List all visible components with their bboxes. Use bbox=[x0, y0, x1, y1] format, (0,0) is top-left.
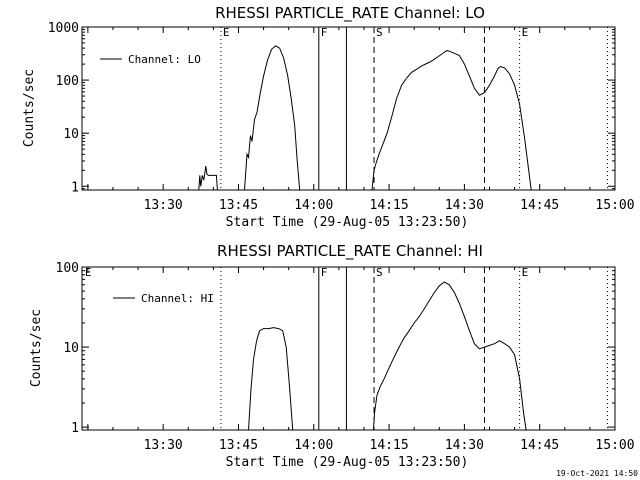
x-tick-label: 14:00 bbox=[294, 438, 333, 453]
x-tick-label: 13:30 bbox=[144, 198, 183, 213]
x-tick-label: 13:30 bbox=[144, 438, 183, 453]
x-tick-label: 15:00 bbox=[595, 198, 634, 213]
event-marker-label: E bbox=[85, 266, 92, 279]
event-marker-label: F bbox=[321, 266, 328, 279]
y-tick-label: 1000 bbox=[48, 21, 79, 36]
x-tick-label: 14:00 bbox=[294, 198, 333, 213]
x-tick-label: 13:45 bbox=[219, 438, 258, 453]
series-line bbox=[248, 327, 294, 431]
x-axis-label: Start Time (29-Aug-05 13:23:50) bbox=[226, 455, 469, 470]
plot-frame bbox=[81, 266, 616, 431]
y-axis-label: Counts/sec bbox=[29, 309, 44, 387]
series-line bbox=[371, 50, 532, 191]
event-marker-label: F bbox=[321, 26, 328, 39]
x-tick-label: 14:15 bbox=[370, 438, 409, 453]
x-tick-label: 13:45 bbox=[219, 198, 258, 213]
x-tick-label: 14:30 bbox=[445, 438, 484, 453]
legend-label: Channel: HI bbox=[141, 292, 214, 305]
chart-title: RHESSI PARTICLE_RATE Channel: HI bbox=[217, 242, 483, 261]
event-marker-label: S bbox=[376, 266, 383, 279]
y-tick-label: 1 bbox=[71, 421, 79, 436]
event-marker-label: E bbox=[522, 26, 529, 39]
series-line bbox=[244, 45, 301, 191]
series-line bbox=[198, 166, 218, 191]
x-tick-label: 15:00 bbox=[595, 438, 634, 453]
y-tick-label: 100 bbox=[56, 74, 79, 89]
chart-panel-hi: RHESSI PARTICLE_RATE Channel: HI Start T… bbox=[29, 242, 635, 470]
event-marker-label: E bbox=[522, 266, 529, 279]
x-tick-label: 14:15 bbox=[370, 198, 409, 213]
footer-timestamp: 19-Oct-2021 14:50 bbox=[556, 469, 638, 478]
x-tick-label: 14:45 bbox=[520, 438, 559, 453]
y-tick-label: 10 bbox=[63, 341, 79, 356]
x-axis-label: Start Time (29-Aug-05 13:23:50) bbox=[226, 215, 469, 230]
y-axis-label: Counts/sec bbox=[22, 69, 37, 147]
x-tick-label: 14:30 bbox=[445, 198, 484, 213]
series-line bbox=[373, 281, 527, 431]
chart-title: RHESSI PARTICLE_RATE Channel: LO bbox=[215, 4, 485, 23]
plot-frame bbox=[81, 26, 616, 191]
y-tick-label: 10 bbox=[63, 127, 79, 142]
chart-panel-lo: RHESSI PARTICLE_RATE Channel: LO Start T… bbox=[22, 4, 635, 230]
legend-label: Channel: LO bbox=[128, 53, 201, 66]
event-marker-label: S bbox=[376, 26, 383, 39]
y-tick-label: 100 bbox=[56, 261, 79, 276]
y-tick-label: 1 bbox=[71, 180, 79, 195]
event-marker-label: E bbox=[223, 26, 230, 39]
x-tick-label: 14:45 bbox=[520, 198, 559, 213]
